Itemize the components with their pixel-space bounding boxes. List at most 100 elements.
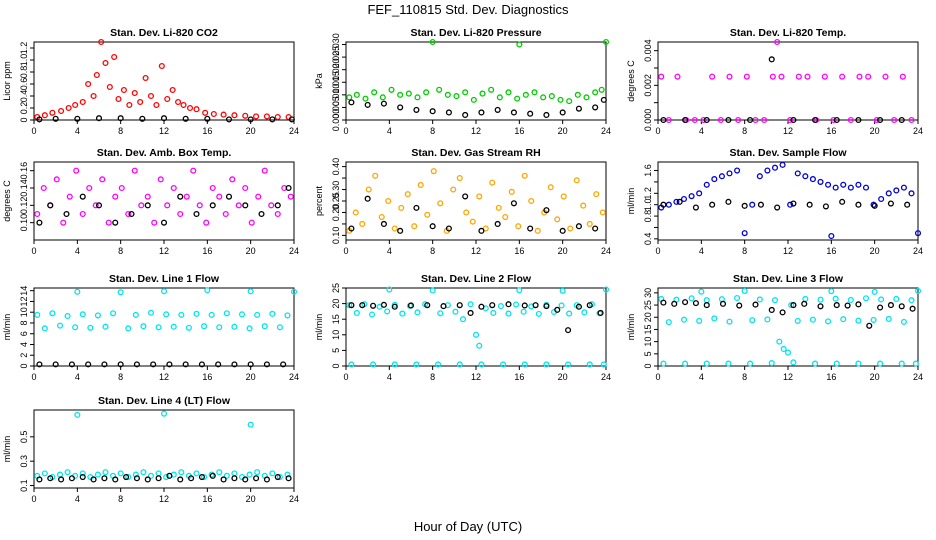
data-point <box>489 302 496 309</box>
data-point <box>574 91 581 98</box>
data-point <box>64 312 71 320</box>
data-point <box>90 92 97 100</box>
x-tick-label: 12 <box>471 126 481 136</box>
data-point <box>898 360 905 367</box>
data-point <box>467 309 474 317</box>
y-tick-label: 0.005 <box>331 96 341 119</box>
data-point <box>263 361 270 368</box>
data-point <box>833 302 840 309</box>
data-point <box>112 476 119 483</box>
y-axis-label: ml/min <box>626 314 636 341</box>
data-point <box>794 317 801 324</box>
data-point <box>58 476 65 483</box>
data-point <box>169 86 176 94</box>
data-point <box>812 360 819 367</box>
data-point <box>229 176 236 183</box>
data-point <box>711 176 718 183</box>
data-point <box>847 296 854 303</box>
data-point <box>774 204 781 211</box>
data-point <box>513 301 520 308</box>
y-tick-label: 0 <box>331 363 341 368</box>
y-tick-label: 0.3 <box>19 455 29 468</box>
data-point <box>462 111 469 119</box>
data-point <box>534 227 541 234</box>
data-point <box>855 360 862 367</box>
data-point <box>817 303 824 310</box>
data-point <box>790 302 797 309</box>
data-point <box>183 193 190 200</box>
data-point <box>547 184 554 191</box>
data-point <box>543 303 550 310</box>
data-point <box>703 302 710 309</box>
data-point <box>52 115 59 122</box>
data-point <box>734 294 741 302</box>
y-tick-label: 0.010 <box>331 84 341 107</box>
data-point <box>112 219 119 226</box>
data-point <box>359 302 366 309</box>
data-point <box>801 300 808 307</box>
data-point <box>855 301 862 308</box>
data-point <box>560 193 567 200</box>
x-tick-label: 0 <box>343 126 348 136</box>
y-tick-label: 0.002 <box>643 74 653 97</box>
data-point <box>353 309 360 317</box>
y-tick-label: 0.40 <box>331 158 341 176</box>
data-point <box>828 232 835 240</box>
data-point <box>784 349 792 356</box>
data-point <box>779 161 786 168</box>
data-point <box>682 299 689 306</box>
data-point <box>878 195 885 203</box>
series-1 <box>346 286 610 349</box>
x-tick-label: 20 <box>558 246 568 256</box>
data-point <box>94 471 101 478</box>
data-point <box>682 116 689 124</box>
plot-frame <box>345 161 607 241</box>
y-tick-label: 6 <box>19 331 29 336</box>
data-point <box>855 201 862 208</box>
data-point <box>147 92 155 100</box>
data-point <box>696 190 703 197</box>
series-2 <box>348 361 607 368</box>
data-point <box>817 296 824 303</box>
data-point <box>885 190 892 197</box>
data-point <box>599 209 606 216</box>
data-point <box>456 361 463 368</box>
data-point <box>494 220 501 227</box>
data-point <box>674 73 681 80</box>
data-point <box>242 184 249 192</box>
x-tick-label: 16 <box>826 126 836 136</box>
data-point <box>437 200 444 207</box>
data-point <box>680 195 688 203</box>
data-point <box>346 94 353 101</box>
data-point <box>825 318 832 325</box>
data-point <box>60 219 67 226</box>
data-point <box>478 109 485 116</box>
data-point <box>36 219 43 226</box>
data-point <box>472 331 480 338</box>
x-tick-label: 20 <box>246 246 256 256</box>
data-point <box>756 296 763 303</box>
data-point <box>566 310 573 317</box>
data-point <box>557 96 564 103</box>
x-tick-label: 0 <box>655 246 660 256</box>
data-point <box>809 316 816 323</box>
data-point <box>450 186 457 193</box>
plot-frame <box>33 41 295 121</box>
y-tick-label: 1.0 <box>643 198 653 211</box>
data-point <box>548 93 555 100</box>
x-tick-label: 24 <box>913 126 923 136</box>
data-point <box>469 218 476 225</box>
data-point <box>348 225 355 232</box>
data-point <box>855 116 862 124</box>
data-point <box>771 297 779 304</box>
data-point <box>700 116 707 124</box>
x-tick-label: 0 <box>31 372 36 382</box>
y-tick-label: 0.20 <box>331 204 341 222</box>
series-1 <box>34 410 291 481</box>
data-point <box>676 198 683 205</box>
data-point <box>196 202 203 209</box>
y-tick-label: 0.4 <box>643 233 653 246</box>
y-axis-label: ml/min <box>314 314 324 341</box>
data-point <box>177 193 184 200</box>
